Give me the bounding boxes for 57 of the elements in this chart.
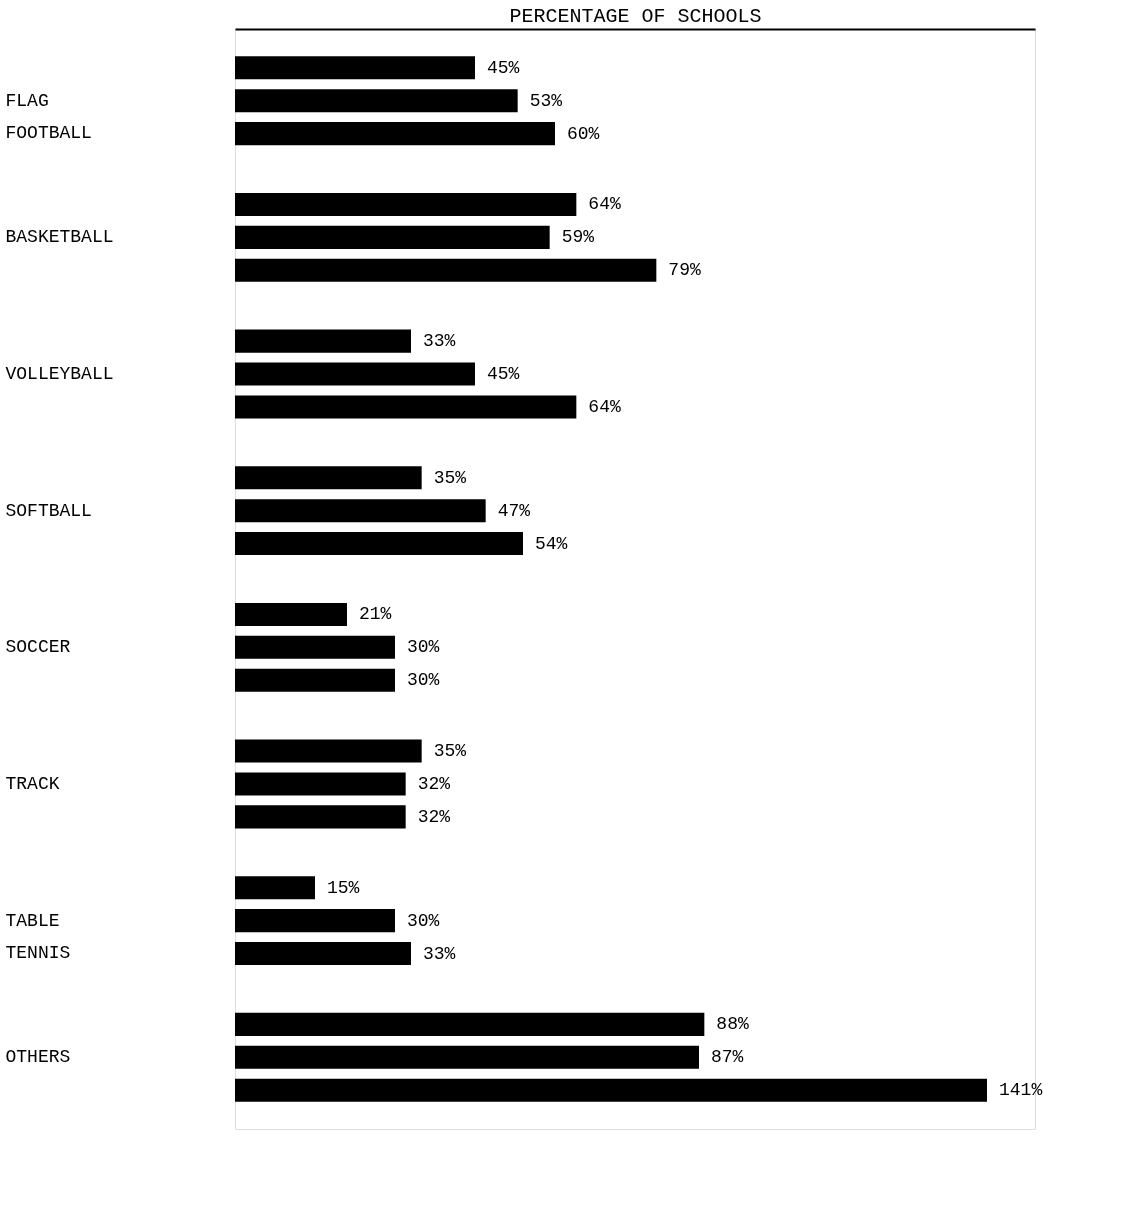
bar — [235, 876, 315, 900]
data-label: 15% — [327, 877, 360, 898]
data-label: 21% — [359, 604, 392, 625]
bar — [235, 56, 475, 80]
data-label: 30% — [407, 637, 440, 658]
data-label: 47% — [497, 500, 531, 521]
y-tick-label: SOFTBALL — [5, 500, 92, 521]
data-label: 54% — [535, 533, 568, 554]
bar — [235, 192, 577, 216]
bar — [235, 89, 518, 113]
y-tick-label: OTHERS — [5, 1047, 71, 1068]
bar — [235, 329, 411, 353]
y-tick-label: BASKETBALL — [5, 227, 114, 248]
bar — [235, 602, 347, 626]
y-tick-label: SOCCER — [5, 637, 71, 658]
data-label: 32% — [417, 806, 451, 827]
bar — [235, 1012, 705, 1036]
data-label: 64% — [588, 194, 621, 215]
data-label: 33% — [423, 943, 456, 964]
data-label: 59% — [561, 227, 595, 248]
bar — [235, 499, 486, 523]
y-tick-label: TABLE TENNIS — [5, 910, 71, 963]
data-label: 35% — [433, 741, 467, 762]
data-label: 87% — [711, 1047, 744, 1068]
bar — [235, 466, 422, 490]
bar — [235, 942, 411, 966]
data-label: 141% — [999, 1080, 1043, 1101]
bar — [235, 772, 406, 796]
data-label: 45% — [487, 57, 520, 78]
data-label: 33% — [423, 331, 456, 352]
bar — [235, 1045, 699, 1069]
bar — [235, 909, 395, 933]
data-label: 53% — [529, 90, 563, 111]
data-label: 30% — [407, 670, 440, 691]
y-tick-label: FLAG FOOTBALL — [5, 90, 92, 143]
data-label: 30% — [407, 910, 440, 931]
data-label: 35% — [433, 467, 467, 488]
y-tick-label: VOLLEYBALL — [5, 364, 114, 385]
data-label: 32% — [417, 773, 451, 794]
bar — [235, 362, 475, 386]
bar — [235, 395, 577, 419]
bar — [235, 532, 523, 556]
data-label: 64% — [588, 396, 621, 417]
data-label: 79% — [668, 260, 701, 281]
data-label: 45% — [487, 364, 520, 385]
data-label: 88% — [716, 1014, 749, 1035]
y-tick-label: TRACK — [5, 773, 60, 794]
bar — [235, 635, 395, 659]
bar — [235, 739, 422, 763]
x-axis-title: PERCENTAGE OF SCHOOLS — [509, 4, 762, 28]
data-label: 60% — [567, 123, 600, 144]
bar — [235, 805, 406, 829]
bar — [235, 258, 657, 282]
bar — [235, 668, 395, 692]
bar — [235, 225, 550, 249]
bar — [235, 1078, 987, 1102]
bar — [235, 122, 555, 146]
